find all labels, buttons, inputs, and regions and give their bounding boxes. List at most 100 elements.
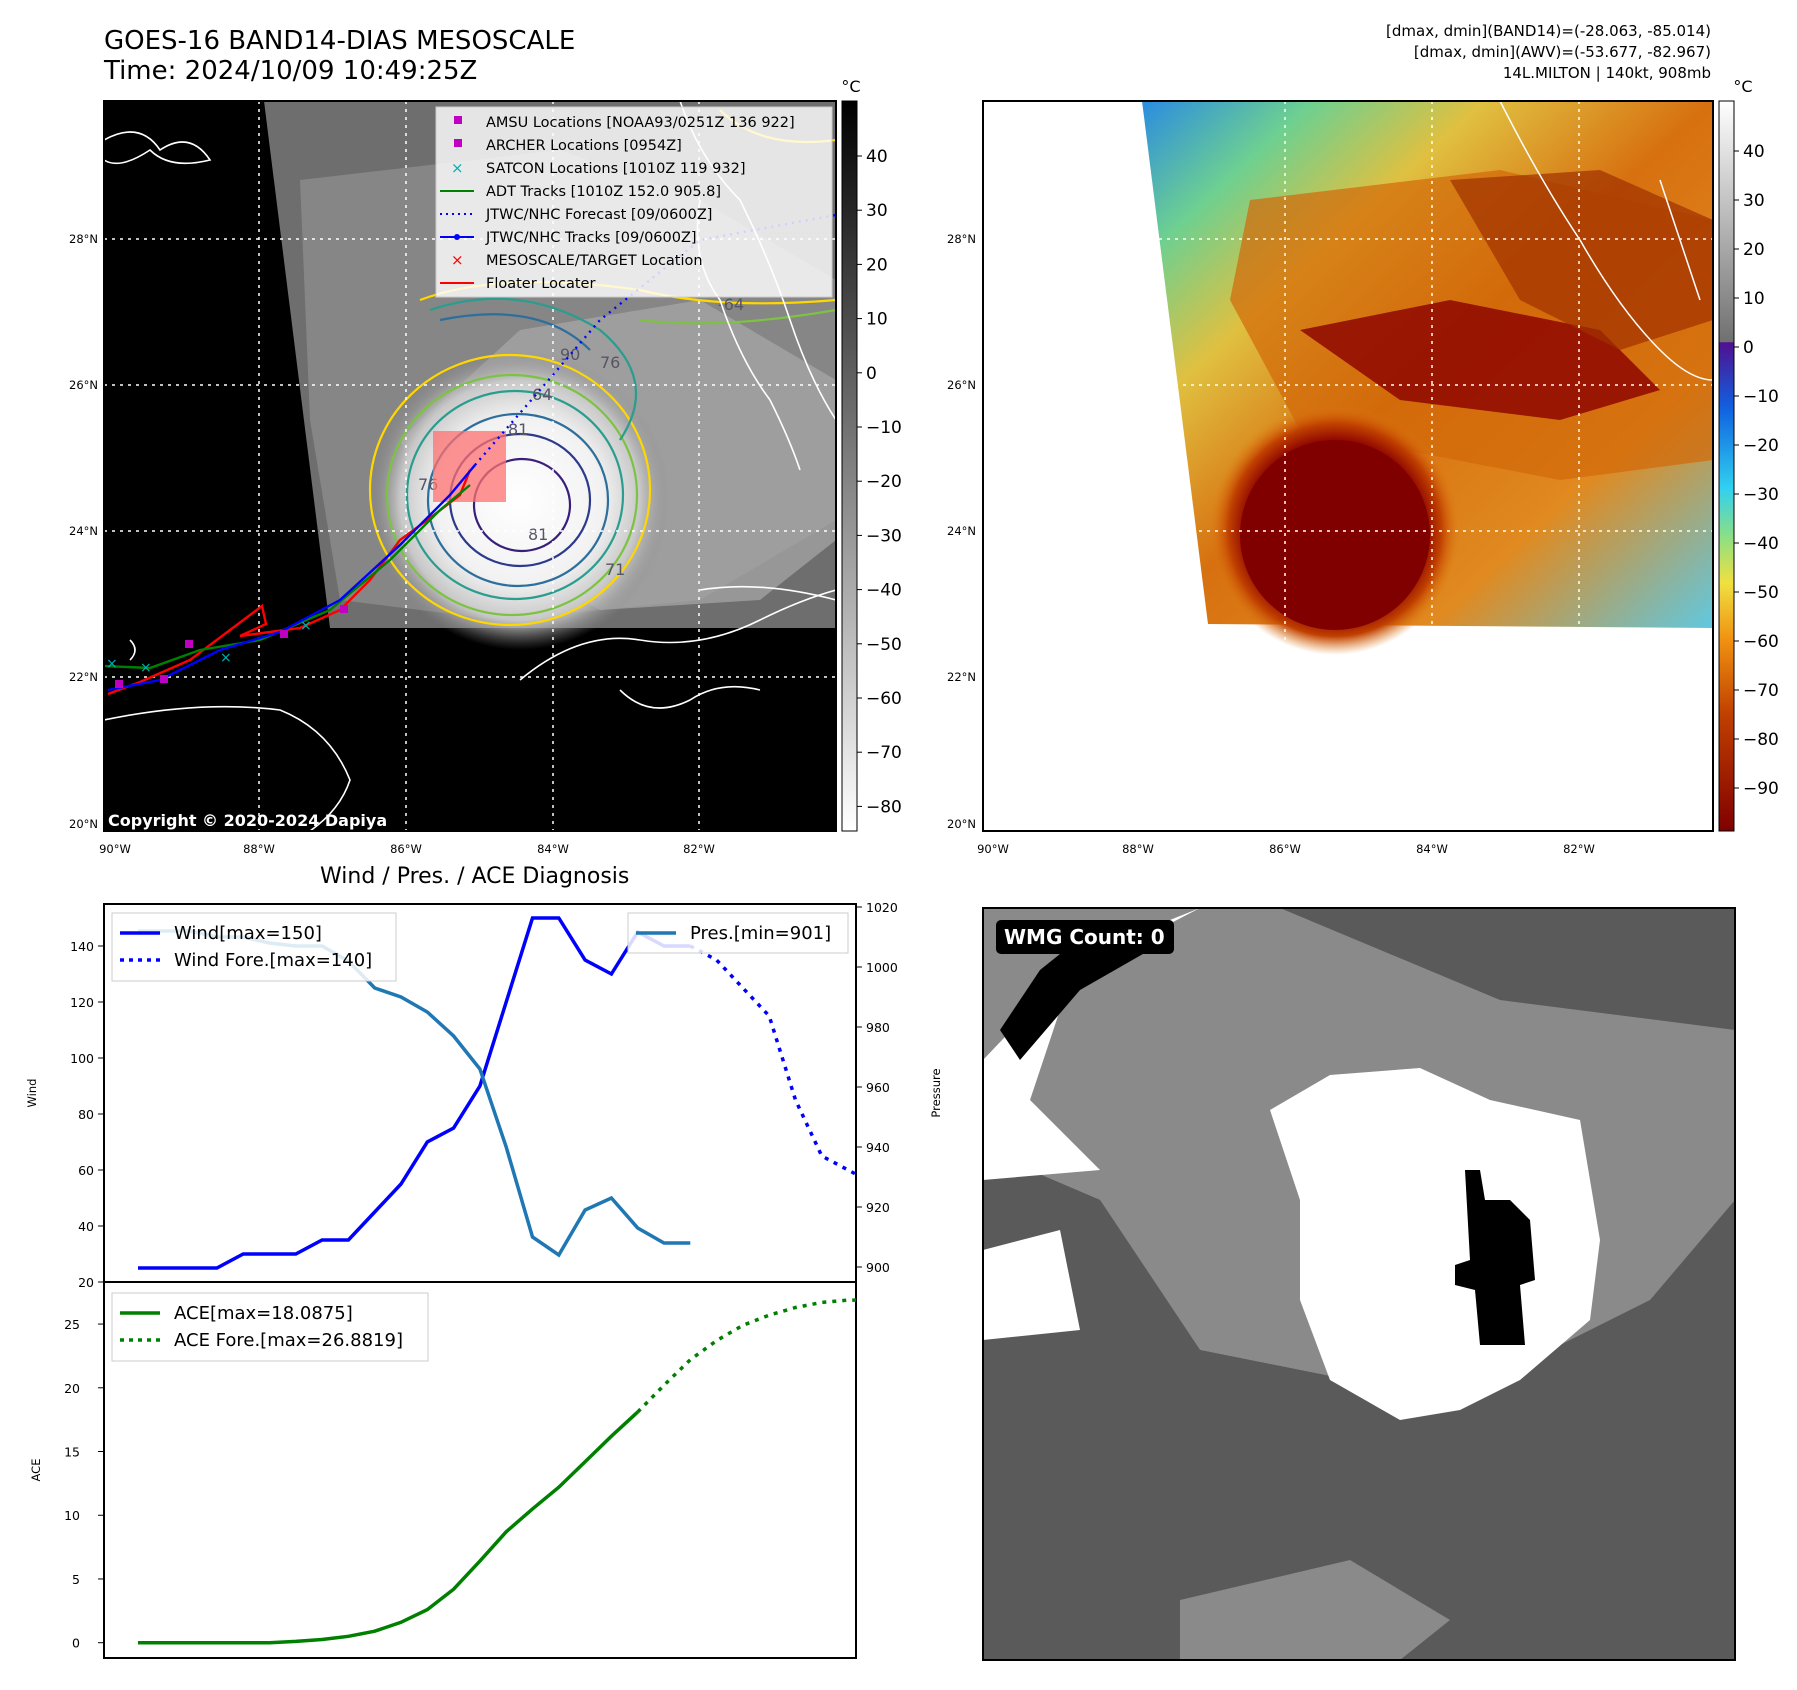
colorbar-tick: 20: [1743, 240, 1765, 260]
colorbar-tick: −40: [1743, 534, 1779, 554]
contour-label: -64: [718, 295, 744, 314]
awv-map-panel: [982, 100, 1714, 832]
colorbar-tick: −80: [1743, 730, 1779, 750]
legend-ace: ACE[max=18.0875]: [174, 1303, 353, 1324]
contours: [368, 109, 836, 627]
legend-target: MESOSCALE/TARGET Location: [486, 253, 703, 269]
y-tick-label: 15: [64, 1445, 80, 1460]
y-tick-label-right: 920: [866, 1200, 890, 1215]
lon-label: 82°W: [683, 842, 715, 856]
colorbar-tick: 40: [1743, 142, 1765, 162]
colorbar-tick: 10: [1743, 289, 1765, 309]
y-tick-label: 10: [64, 1508, 80, 1523]
y-tick-label: 5: [72, 1572, 80, 1587]
colorbar-tick: −30: [866, 526, 902, 546]
legend-forecast: JTWC/NHC Forecast [09/0600Z]: [485, 207, 712, 223]
legend-wind: Wind[max=150]: [174, 923, 322, 944]
map-legend: AMSU Locations [NOAA93/0251Z 136 922] AR…: [435, 106, 833, 298]
contour-label: 90: [560, 345, 580, 364]
pressure-axis-label: Pressure: [929, 1068, 943, 1117]
satcon-markers: × × × ×: [106, 618, 312, 676]
lat-label: 28°N: [69, 232, 98, 246]
colorbar-tick: −80: [866, 797, 902, 817]
y-tick-label-right: 980: [866, 1020, 890, 1035]
contour-label: 71: [605, 560, 625, 579]
colorbar-tick: 0: [1743, 338, 1754, 358]
ace-legend: ACE[max=18.0875] ACE Fore.[max=26.8819]: [111, 1292, 429, 1362]
y-tick-label: 20: [78, 1275, 94, 1290]
lon-label: 82°W: [1563, 842, 1595, 856]
ace-series-line-1: [636, 1298, 856, 1414]
ace-axis-label: ACE: [29, 1459, 43, 1482]
colorbar-tick: −60: [866, 689, 902, 709]
svg-text:×: ×: [451, 159, 464, 177]
y-tick-label-right: 1020: [866, 900, 898, 915]
colorbar-tick: 0: [866, 364, 877, 384]
svg-text:×: ×: [300, 618, 312, 634]
colorbar-unit: °C: [841, 77, 860, 96]
y-tick-label: 25: [64, 1317, 80, 1332]
lon-label: 84°W: [537, 842, 569, 856]
wind-pressure-chart: 20 40 60 80 100 120 140 900 920 940 960 980 1000 102…: [25, 900, 943, 1290]
y-tick-label: 80: [78, 1107, 94, 1122]
colorbar-tick: 30: [866, 201, 888, 221]
lat-label: 22°N: [69, 670, 98, 684]
lat-label: 24°N: [947, 524, 976, 538]
contour-label: 81: [528, 525, 548, 544]
legend-floater: Floater Locater: [486, 276, 595, 292]
y-tick-label: 100: [70, 1051, 94, 1066]
legend-adt: ADT Tracks [1010Z 152.0 905.8]: [486, 184, 721, 200]
y-tick-label: 40: [78, 1219, 94, 1234]
legend-ace-forecast: ACE Fore.[max=26.8819]: [174, 1330, 403, 1351]
dmax-awv-text: [dmax, dmin](AWV)=(-53.677, -82.967): [1413, 43, 1711, 61]
lat-label: 22°N: [947, 670, 976, 684]
colorbar-tick: −70: [1743, 681, 1779, 701]
storm-eye-cloud: [370, 350, 670, 650]
lat-label: 20°N: [947, 817, 976, 831]
ace-chart: 0 5 10 15 20 25 ACE ACE[max=18.0875] ACE Fore…: [29, 1281, 857, 1659]
y-tick-label-right: 1000: [866, 960, 898, 975]
colorbar-tick: −70: [866, 743, 902, 763]
lon-label: 88°W: [243, 842, 275, 856]
floater-box: [433, 431, 506, 502]
colorbar-tick: −60: [1743, 632, 1779, 652]
colorbar-unit: °C: [1733, 77, 1752, 96]
colorbar-tick: −10: [866, 418, 902, 438]
legend-wind-forecast: Wind Fore.[max=140]: [174, 950, 372, 971]
svg-text:×: ×: [451, 251, 464, 269]
legend-satcon: SATCON Locations [1010Z 119 932]: [486, 161, 745, 177]
lon-label: 90°W: [977, 842, 1009, 856]
gray-colorbar: °C 40 30 20 10 0 −10 −20 −30 −40 −50 −60 −70 −80: [841, 77, 902, 832]
wind-axis-label: Wind: [25, 1079, 39, 1108]
colorbar-tick: 40: [866, 147, 888, 167]
diagnosis-title: Wind / Pres. / ACE Diagnosis: [320, 864, 630, 889]
awv-coastlines: [1499, 101, 1713, 381]
lat-label: 28°N: [947, 232, 976, 246]
pressure-legend: Pres.[min=901]: [627, 912, 849, 954]
lon-label: 88°W: [1122, 842, 1154, 856]
wmg-panel: WMG Count: 0: [982, 907, 1736, 1661]
y-tick-label: 120: [70, 995, 94, 1010]
wmg-count-label: WMG Count: 0: [1004, 925, 1165, 949]
dmax-band14-text: [dmax, dmin](BAND14)=(-28.063, -85.014): [1386, 22, 1711, 40]
y-tick-label-right: 960: [866, 1080, 890, 1095]
svg-text:×: ×: [106, 656, 118, 672]
legend-archer: ARCHER Locations [0954Z]: [486, 138, 682, 154]
svg-text:×: ×: [220, 650, 232, 666]
colorbar-tick: 20: [866, 255, 888, 275]
lat-label: 20°N: [69, 817, 98, 831]
series-line-0: [138, 916, 691, 1270]
colorbar-tick: −40: [866, 581, 902, 601]
colorbar-tick: −20: [1743, 436, 1779, 456]
colorbar-tick: −30: [1743, 485, 1779, 505]
y-tick-label-right: 940: [866, 1140, 890, 1155]
lon-label: 86°W: [1269, 842, 1301, 856]
legend-tracks: JTWC/NHC Tracks [09/0600Z]: [485, 230, 697, 246]
y-tick-label-right: 900: [866, 1260, 890, 1275]
colorbar-tick: −50: [1743, 583, 1779, 603]
storm-info-text: 14L.MILTON | 140kt, 908mb: [1502, 64, 1711, 82]
colorbar-tick: −50: [866, 635, 902, 655]
colorbar-tick: −20: [866, 472, 902, 492]
y-tick-label: 140: [70, 939, 94, 954]
lon-label: 90°W: [99, 842, 131, 856]
